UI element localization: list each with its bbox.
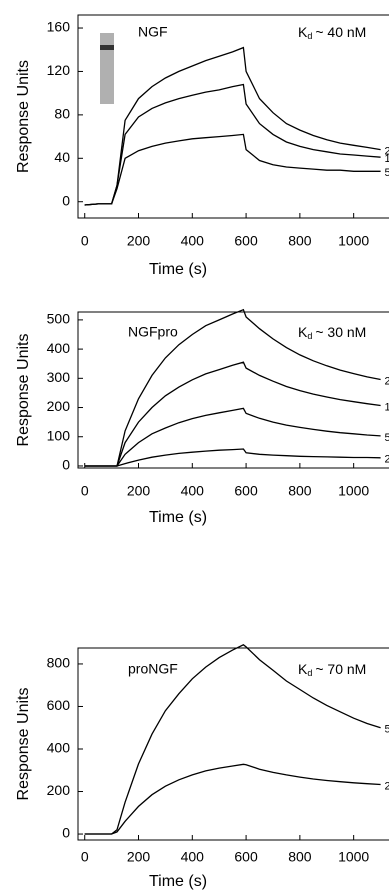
panel-label: proNGF [128, 661, 178, 677]
kd-rest: ~ 30 nM [315, 324, 366, 340]
kd-rest: ~ 40 nM [315, 24, 366, 40]
series-label: 50 nM [385, 167, 389, 179]
y-tick-label: 0 [62, 457, 70, 473]
panel-label: NGF [138, 24, 168, 40]
gel-inset [100, 33, 114, 104]
y-tick-label: 600 [47, 697, 71, 713]
series-line [85, 48, 381, 205]
y-tick-label: 200 [47, 398, 71, 414]
y-tick-label: 80 [54, 106, 70, 122]
x-tick-label: 200 [127, 483, 151, 499]
kd-label: Kd~ 40 nM [298, 24, 366, 42]
x-tick-label: 200 [127, 849, 151, 865]
x-tick-label: 600 [234, 849, 258, 865]
series-label: 20 nM [385, 454, 389, 466]
x-tick-label: 1000 [338, 233, 369, 249]
x-tick-label: 600 [234, 483, 258, 499]
y-tick-label: 400 [47, 740, 71, 756]
series-label: 200 nM [385, 375, 389, 387]
plot-frame [78, 648, 389, 840]
series-line [85, 764, 381, 834]
series-label: 20 nM [385, 780, 389, 792]
x-tick-label: 1000 [338, 849, 369, 865]
figure: 0408012016002004006008001000Time (s)Resp… [0, 0, 389, 891]
x-tick-label: 200 [127, 233, 151, 249]
kd-sub: d [307, 331, 312, 341]
y-tick-label: 40 [54, 149, 70, 165]
x-axis-title: Time (s) [149, 261, 207, 278]
series-label: 50 nM [385, 432, 389, 444]
kd-sub: d [307, 668, 312, 678]
y-tick-label: 0 [62, 192, 70, 208]
x-tick-label: 800 [288, 849, 312, 865]
gel-band [100, 45, 114, 50]
x-tick-label: 0 [81, 483, 89, 499]
kd-sub: d [307, 31, 312, 41]
kd-label: Kd~ 70 nM [298, 661, 366, 679]
x-tick-label: 0 [81, 849, 89, 865]
series-line [85, 134, 381, 205]
kd-label: Kd~ 30 nM [298, 324, 366, 342]
y-axis-title: Response Units [15, 688, 32, 801]
y-tick-label: 100 [47, 427, 71, 443]
x-tick-label: 0 [81, 233, 89, 249]
x-tick-label: 400 [181, 483, 205, 499]
y-tick-label: 300 [47, 369, 71, 385]
y-axis-title: Response Units [15, 334, 32, 447]
y-tick-label: 0 [62, 825, 70, 841]
y-tick-label: 800 [47, 655, 71, 671]
x-tick-label: 600 [234, 233, 258, 249]
series-line [85, 85, 381, 206]
y-axis-title: Response Units [15, 60, 32, 173]
series-label: 50 nM [385, 724, 389, 736]
y-tick-label: 120 [47, 62, 71, 78]
x-tick-label: 1000 [338, 483, 369, 499]
x-tick-label: 400 [181, 233, 205, 249]
y-tick-label: 200 [47, 782, 71, 798]
panel-label: NGFpro [128, 324, 178, 340]
series-label: 100 nM [385, 153, 389, 165]
y-tick-label: 500 [47, 311, 71, 327]
y-tick-label: 400 [47, 340, 71, 356]
y-tick-label: 160 [47, 19, 71, 35]
series-label: 100 nM [385, 401, 389, 413]
x-tick-label: 800 [288, 233, 312, 249]
x-axis-title: Time (s) [149, 509, 207, 526]
x-axis-title: Time (s) [149, 873, 207, 890]
plot-frame [78, 15, 389, 218]
x-tick-label: 400 [181, 849, 205, 865]
kd-rest: ~ 70 nM [315, 661, 366, 677]
x-tick-label: 800 [288, 483, 312, 499]
